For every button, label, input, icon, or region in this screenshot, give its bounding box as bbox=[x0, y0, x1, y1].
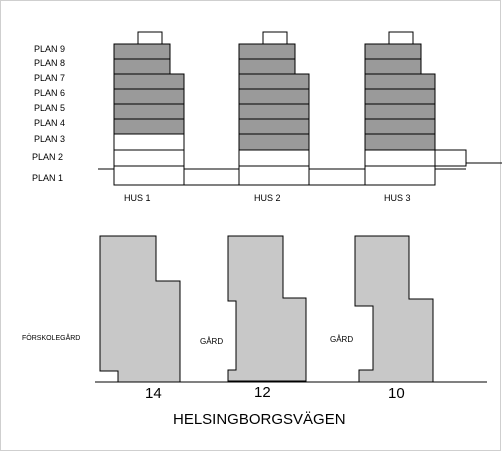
floor-block-plan-1 bbox=[364, 165, 436, 186]
floor-block-plan-4 bbox=[364, 118, 436, 135]
floor-block-plan-3 bbox=[364, 133, 436, 151]
floor-block-plan-6 bbox=[364, 88, 436, 105]
floor-label: PLAN 3 bbox=[34, 134, 65, 144]
yard-label: GÅRD bbox=[200, 337, 223, 346]
floor-label: PLAN 5 bbox=[34, 103, 65, 113]
floor-block-plan-9 bbox=[113, 43, 171, 60]
floor-block-plan-7 bbox=[238, 73, 310, 90]
building-label: HUS 3 bbox=[384, 193, 411, 203]
floor-block-plan-7 bbox=[364, 73, 436, 90]
floor-label: PLAN 7 bbox=[34, 73, 65, 83]
building-label: HUS 2 bbox=[254, 193, 281, 203]
floor-block-plan-6 bbox=[113, 88, 185, 105]
floor-block-plan-7 bbox=[113, 73, 185, 90]
floor-label: PLAN 1 bbox=[32, 173, 63, 183]
floor-block-plan-5 bbox=[238, 103, 310, 120]
yard-label: FÖRSKOLEGÅRD bbox=[22, 333, 80, 342]
street-number: 14 bbox=[145, 385, 162, 402]
building-label: HUS 1 bbox=[124, 193, 151, 203]
floor-block-plan-4 bbox=[113, 118, 185, 135]
floor-label: PLAN 8 bbox=[34, 58, 65, 68]
street-number: 10 bbox=[388, 385, 405, 402]
floor-block-plan-2 bbox=[113, 149, 185, 167]
floor-block-plan-9 bbox=[364, 43, 422, 60]
plot-12 bbox=[227, 235, 307, 382]
floor-label: PLAN 6 bbox=[34, 88, 65, 98]
floor-block-plan-3 bbox=[238, 133, 310, 151]
floor-block-plan-5 bbox=[113, 103, 185, 120]
floor-block-plan-3 bbox=[113, 133, 185, 151]
floor-block-plan-8 bbox=[238, 58, 296, 75]
floor-label: PLAN 2 bbox=[32, 152, 63, 162]
floor-block-plan-8 bbox=[364, 58, 422, 75]
building-hus-1 bbox=[113, 31, 185, 186]
floor-block-plan-1 bbox=[238, 165, 310, 186]
floor-label: PLAN 4 bbox=[34, 118, 65, 128]
street-number: 12 bbox=[254, 384, 271, 401]
building-hus-3 bbox=[364, 31, 467, 186]
floor-block-plan-9 bbox=[238, 43, 296, 60]
annex-block bbox=[434, 149, 467, 167]
street-name: HELSINGBORGSVÄGEN bbox=[173, 411, 346, 428]
floor-block-plan-8 bbox=[113, 58, 171, 75]
floor-block-plan-6 bbox=[238, 88, 310, 105]
plot-10 bbox=[354, 235, 434, 383]
floor-block-plan-5 bbox=[364, 103, 436, 120]
yard-label: GÅRD bbox=[330, 335, 353, 344]
floor-block-plan-1 bbox=[113, 165, 185, 186]
floor-block-plan-2 bbox=[364, 149, 436, 167]
roof-box bbox=[388, 31, 414, 45]
building-hus-2 bbox=[238, 31, 310, 186]
floor-labels: PLAN 9 PLAN 8 PLAN 7 PLAN 6 PLAN 5 PLAN … bbox=[32, 44, 65, 183]
plot-14 bbox=[99, 235, 181, 383]
floor-label: PLAN 9 bbox=[34, 44, 65, 54]
roof-box bbox=[137, 31, 163, 45]
roof-box bbox=[262, 31, 288, 45]
floor-block-plan-2 bbox=[238, 149, 310, 167]
floor-block-plan-4 bbox=[238, 118, 310, 135]
